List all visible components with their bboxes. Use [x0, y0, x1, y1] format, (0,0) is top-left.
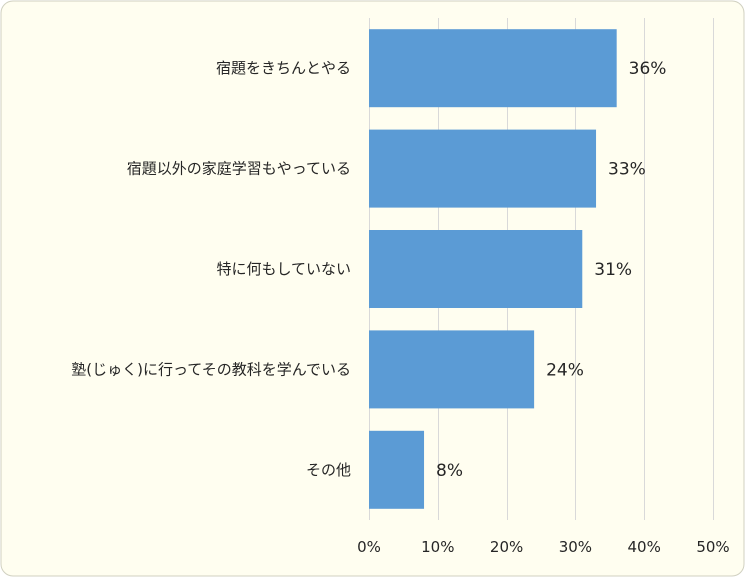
category-label-1: 宿題以外の家庭学習もやっている: [127, 160, 351, 178]
x-axis-tick-labels: 0% 10% 20% 30% 40% 50%: [357, 538, 730, 556]
category-label-3: 塾(じゅく)に行ってその教科を学んでいる: [71, 360, 351, 378]
x-tick-label-50: 50%: [696, 538, 729, 556]
bar-3: [369, 330, 535, 409]
x-tick-label-0: 0%: [357, 538, 381, 556]
bar-0: [369, 29, 617, 108]
x-tick-label-10: 10%: [421, 538, 454, 556]
data-labels: 36% 33% 31% 24% 8%: [436, 59, 666, 481]
x-tick-label-40: 40%: [628, 538, 661, 556]
x-tick-label-30: 30%: [559, 538, 592, 556]
bar-4: [369, 430, 425, 509]
category-label-0: 宿題をきちんとやる: [216, 59, 351, 77]
category-label-2: 特に何もしていない: [216, 260, 351, 278]
category-labels: 宿題をきちんとやる宿題以外の家庭学習もやっている特に何もしていない塾(じゅく)に…: [71, 59, 351, 479]
data-label-4: 8%: [436, 461, 463, 481]
data-label-3: 24%: [546, 360, 584, 380]
data-label-2: 31%: [594, 260, 632, 280]
bar-1: [369, 129, 597, 208]
bars: [369, 29, 617, 509]
data-label-1: 33%: [608, 160, 646, 180]
category-label-4: その他: [306, 461, 351, 479]
x-tick-label-20: 20%: [490, 538, 523, 556]
data-label-0: 36%: [629, 59, 667, 79]
bar-2: [369, 230, 583, 308]
